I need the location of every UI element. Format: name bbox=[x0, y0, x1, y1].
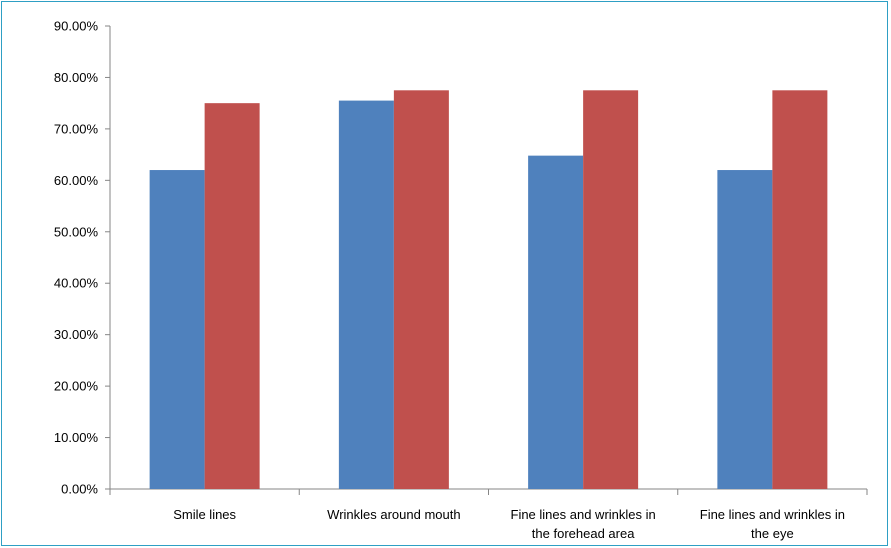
y-tick-label: 10.00% bbox=[54, 430, 99, 445]
x-category-label: Fine lines and wrinkles in bbox=[511, 507, 656, 522]
x-category-label: Fine lines and wrinkles in bbox=[700, 507, 845, 522]
y-tick-label: 0.00% bbox=[61, 482, 98, 497]
bar-series-1 bbox=[149, 170, 205, 490]
y-tick-label: 70.00% bbox=[54, 121, 99, 136]
y-tick-label: 80.00% bbox=[54, 70, 99, 85]
x-category-label: Smile lines bbox=[173, 507, 236, 522]
bar-series-1 bbox=[338, 100, 394, 489]
chart-bars bbox=[149, 90, 828, 490]
bar-series-1 bbox=[528, 155, 584, 489]
x-category-label: Wrinkles around mouth bbox=[327, 507, 460, 522]
bar-series-2 bbox=[583, 90, 639, 490]
bar-series-1 bbox=[717, 170, 773, 490]
chart-labels: 0.00% 10.00% 20.00% 30.00% 40.00% 50.00% 60.00… bbox=[54, 19, 845, 542]
y-tick-label: 50.00% bbox=[54, 224, 99, 239]
bar-series-2 bbox=[772, 90, 828, 490]
y-tick-label: 90.00% bbox=[54, 19, 99, 34]
bar-series-2 bbox=[204, 103, 260, 490]
bar-series-2 bbox=[393, 90, 449, 490]
x-category-label: the forehead area bbox=[532, 526, 635, 541]
y-tick-label: 30.00% bbox=[54, 327, 99, 342]
x-category-label: the eye bbox=[751, 526, 794, 541]
y-tick-label: 20.00% bbox=[54, 379, 99, 394]
y-tick-label: 40.00% bbox=[54, 276, 99, 291]
y-tick-label: 60.00% bbox=[54, 173, 99, 188]
